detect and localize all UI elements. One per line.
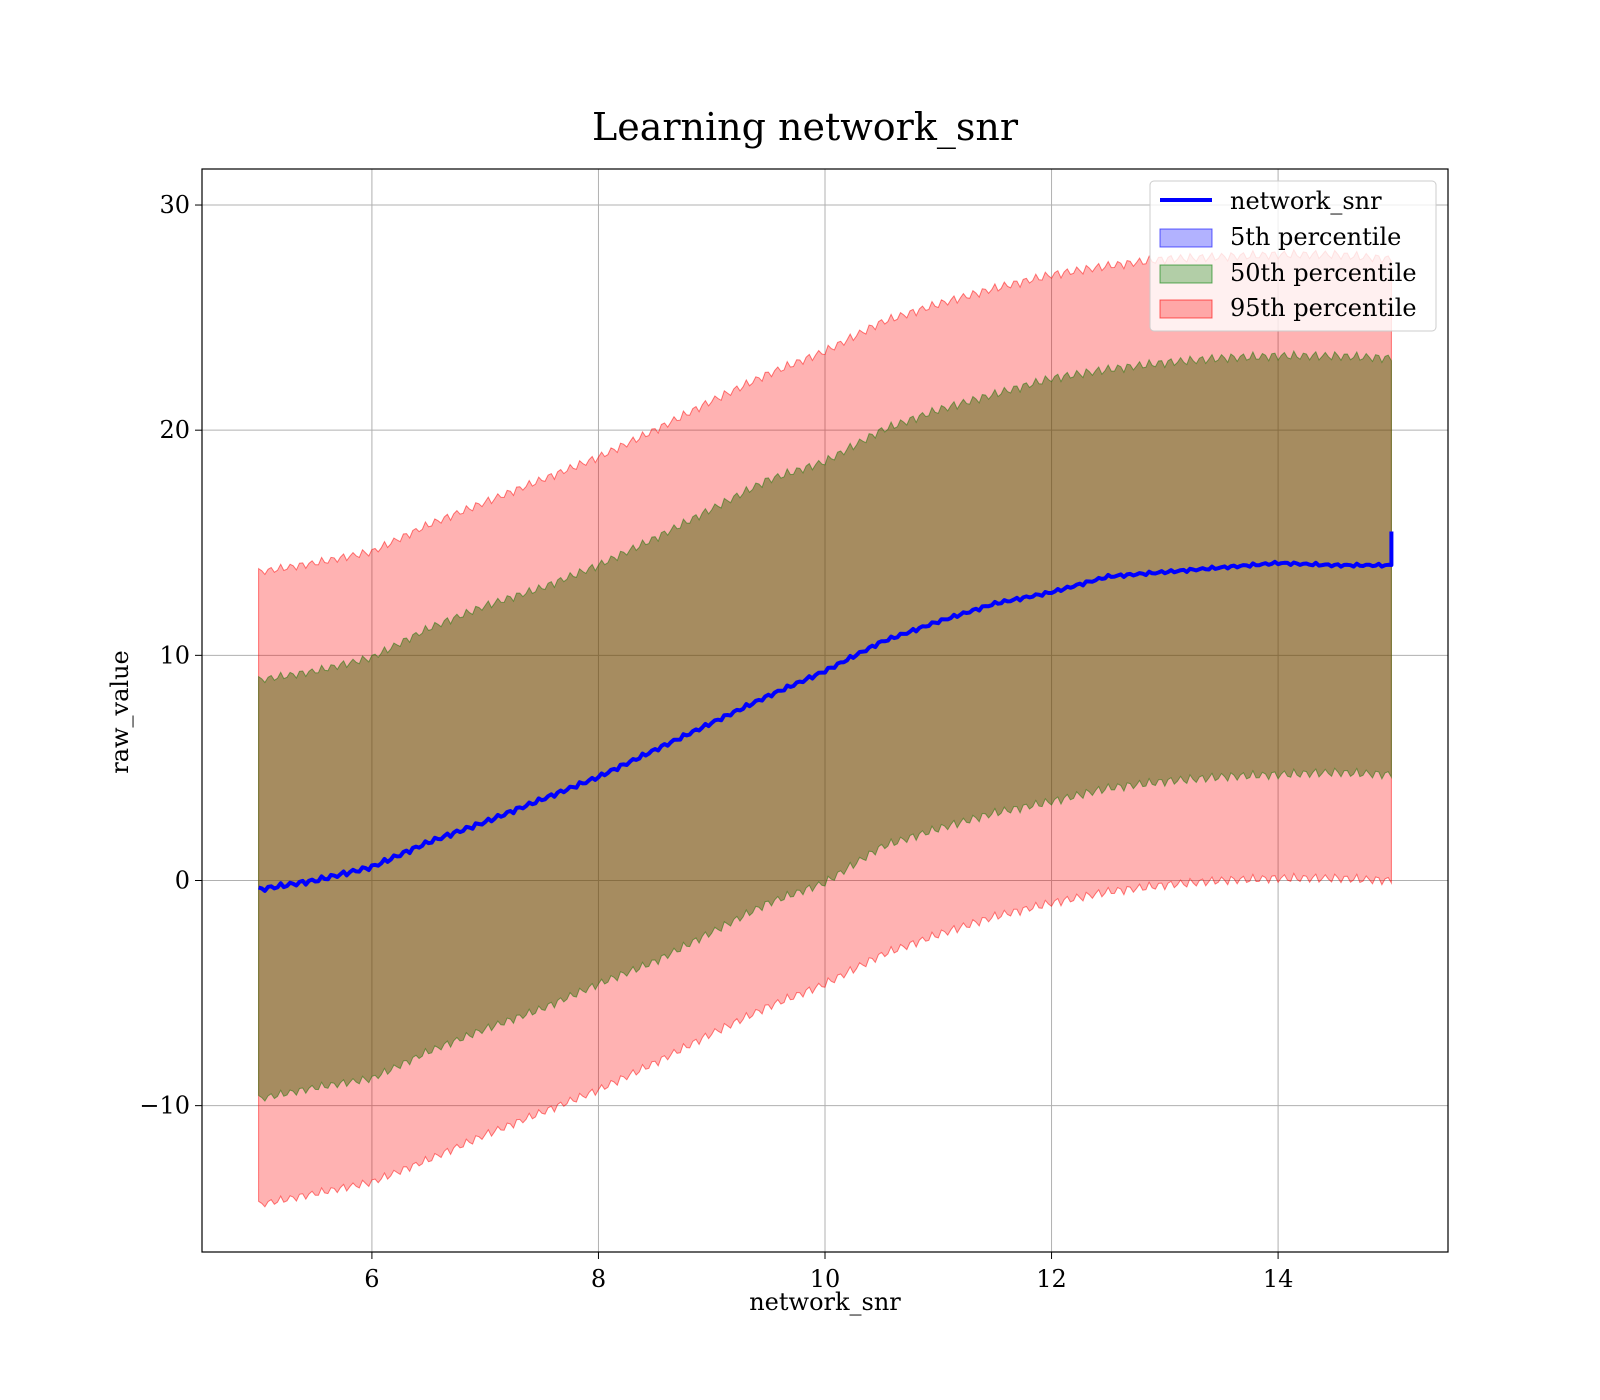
series-lines: [258, 531, 1394, 893]
y-axis-label: raw_value: [106, 650, 134, 774]
legend-label-50th: 50th percentile: [1230, 259, 1417, 287]
x-tick-label: 6: [364, 1265, 379, 1293]
x-tick-label: 8: [591, 1265, 606, 1293]
legend-box: [1149, 180, 1437, 332]
x-tick-label: 14: [1263, 1265, 1294, 1293]
y-tick-label: −10: [139, 1092, 190, 1120]
band-overlap-tint: [258, 351, 1392, 1102]
band-95th-percentile: [258, 248, 1392, 1208]
network-snr-line: [258, 531, 1394, 893]
band-50th-percentile: [258, 349, 1392, 1102]
y-tick-label: 30: [159, 191, 190, 219]
legend-swatch-5th: [1159, 228, 1213, 248]
percentile-bands: [258, 248, 1392, 1208]
legend-label-95th: 95th percentile: [1230, 294, 1417, 322]
axis-ticks: 6 8 10 12 14 −10 0 10 20 30: [139, 191, 1293, 1293]
legend-swatch-50th: [1159, 264, 1213, 284]
legend: network_snr 5th percentile 50th percenti…: [1149, 180, 1437, 332]
legend-label-5th: 5th percentile: [1230, 223, 1401, 251]
x-axis-label: network_snr: [749, 1288, 901, 1316]
y-tick-label: 20: [159, 416, 190, 444]
y-tick-label: 10: [159, 641, 190, 669]
x-tick-label: 10: [810, 1265, 841, 1293]
chart-title: Learning network_snr: [592, 105, 1019, 150]
x-tick-label: 12: [1036, 1265, 1067, 1293]
y-tick-label: 0: [175, 866, 190, 894]
legend-label-line: network_snr: [1230, 187, 1382, 215]
legend-swatch-95th: [1159, 299, 1213, 319]
